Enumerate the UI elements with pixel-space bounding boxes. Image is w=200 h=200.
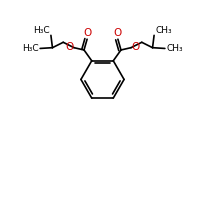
Text: CH₃: CH₃	[156, 26, 172, 35]
Text: H₃C: H₃C	[22, 44, 39, 53]
Text: O: O	[113, 28, 121, 38]
Text: H₃C: H₃C	[33, 26, 49, 35]
Text: CH₃: CH₃	[166, 44, 183, 53]
Text: O: O	[132, 42, 140, 52]
Text: O: O	[65, 42, 73, 52]
Text: O: O	[84, 28, 92, 38]
